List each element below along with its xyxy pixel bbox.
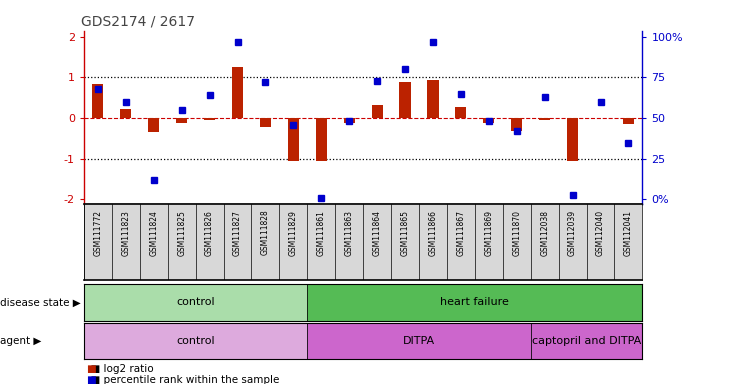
Text: ■: ■ [86, 375, 96, 384]
Bar [372, 105, 383, 118]
Text: GSM111866: GSM111866 [429, 210, 437, 256]
Bar [204, 118, 215, 120]
Text: control: control [177, 297, 215, 308]
Bar [427, 79, 439, 118]
Text: GSM111867: GSM111867 [456, 210, 466, 256]
Bar [623, 118, 634, 124]
Text: GSM111823: GSM111823 [121, 210, 131, 255]
Bar [260, 118, 271, 127]
Bar [531, 323, 642, 359]
Bar [511, 118, 523, 131]
Text: disease state ▶: disease state ▶ [0, 297, 81, 308]
Bar [315, 118, 327, 161]
Bar [148, 118, 159, 132]
Bar [288, 118, 299, 161]
Text: ■: ■ [86, 364, 96, 374]
Bar [456, 107, 466, 118]
Text: agent ▶: agent ▶ [0, 336, 42, 346]
Text: GSM112041: GSM112041 [624, 210, 633, 256]
Bar [307, 284, 642, 321]
Text: GSM111829: GSM111829 [289, 210, 298, 255]
Bar [307, 323, 531, 359]
Text: GSM111825: GSM111825 [177, 210, 186, 255]
Text: GSM111863: GSM111863 [345, 210, 354, 256]
Bar [232, 67, 243, 118]
Text: GSM111861: GSM111861 [317, 210, 326, 255]
Bar [344, 118, 355, 123]
Text: GSM111824: GSM111824 [149, 210, 158, 255]
Bar [176, 118, 188, 123]
Text: GSM112038: GSM112038 [540, 210, 549, 256]
Bar [483, 118, 494, 123]
Bar [92, 84, 104, 118]
Text: GSM111869: GSM111869 [484, 210, 493, 256]
Text: captopril and DITPA: captopril and DITPA [532, 336, 641, 346]
Text: GSM111828: GSM111828 [261, 210, 270, 255]
Text: GSM111870: GSM111870 [512, 210, 521, 256]
Text: GSM111827: GSM111827 [233, 210, 242, 255]
Text: GSM111865: GSM111865 [401, 210, 410, 256]
Bar [539, 118, 550, 120]
Bar [399, 81, 411, 118]
Text: control: control [177, 336, 215, 346]
Text: DITPA: DITPA [403, 336, 435, 346]
Bar [120, 109, 131, 118]
Text: GSM111772: GSM111772 [93, 210, 102, 256]
Text: GSM112040: GSM112040 [596, 210, 605, 256]
Text: GSM111864: GSM111864 [372, 210, 382, 256]
Bar [84, 284, 307, 321]
Text: GSM112039: GSM112039 [568, 210, 577, 256]
Text: GSM111826: GSM111826 [205, 210, 214, 255]
Text: ■ percentile rank within the sample: ■ percentile rank within the sample [84, 375, 280, 384]
Text: ■ log2 ratio: ■ log2 ratio [84, 364, 153, 374]
Bar [567, 118, 578, 161]
Text: GDS2174 / 2617: GDS2174 / 2617 [81, 14, 195, 28]
Bar [84, 323, 307, 359]
Text: heart failure: heart failure [440, 297, 510, 308]
